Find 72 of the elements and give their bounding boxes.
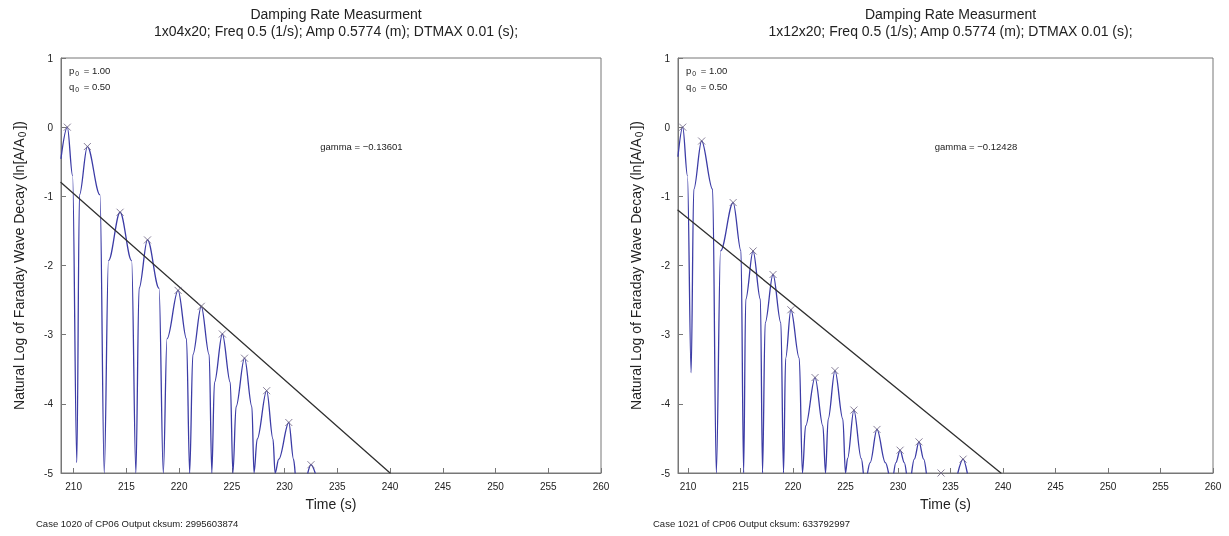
- x-tick-label: 225: [223, 480, 241, 492]
- point: [218, 329, 227, 338]
- point: [811, 373, 820, 382]
- y-tick-label: -1: [661, 190, 671, 202]
- x-tick-label: 215: [118, 480, 136, 492]
- y-tick-label: -2: [44, 260, 54, 271]
- chart-subtitle: 1x12x20; Freq 0.5 (1/s); Amp 0.5774 (m); DTMAX 0.01 (s);: [768, 23, 1133, 39]
- y-tick-label: 0: [47, 121, 54, 133]
- x-tick-label: 245: [434, 480, 452, 492]
- point: [174, 286, 183, 295]
- y-tick-label: -2: [661, 260, 671, 271]
- x-tick-label: 215: [732, 480, 750, 492]
- y-tick-label: -3: [661, 329, 671, 341]
- point: [849, 406, 858, 415]
- chart-title: Damping Rate Measurment: [250, 6, 422, 22]
- point: [143, 235, 152, 244]
- x-tick-label: 260: [1204, 480, 1222, 492]
- y-tick-label: -4: [44, 398, 54, 410]
- chart-subtitle: 1x04x20; Freq 0.5 (1/s); Amp 0.5774 (m); DTMAX 0.01 (s);: [153, 23, 519, 39]
- x-tick-label: 220: [170, 480, 188, 492]
- y-tick-label: -5: [661, 467, 671, 479]
- x-tick-label: 225: [837, 480, 855, 492]
- x-tick-label: 250: [1099, 480, 1117, 492]
- y-tick-label: 0: [664, 121, 671, 133]
- text: Case 1020 of CP06 Output cksum: 2995603874: [36, 517, 239, 529]
- x-tick-label: 260: [592, 480, 610, 492]
- point: [769, 270, 778, 279]
- y-axis-title: Natural Log of Faraday Wave Decay (ln[A/A0]): [10, 121, 28, 410]
- point: [896, 446, 905, 455]
- point: [729, 198, 738, 207]
- point: [749, 246, 758, 255]
- chart-title: Damping Rate Measurment: [864, 6, 1037, 22]
- x-tick-label: 255: [1152, 480, 1170, 492]
- point: [262, 386, 271, 395]
- x-tick-label: 210: [679, 480, 697, 492]
- x-tick-label: 210: [65, 480, 83, 492]
- y-tick-label: 1: [47, 52, 54, 64]
- point: [197, 302, 206, 311]
- x-axis-title: Time (s): [920, 496, 971, 512]
- x-tick-label: 240: [381, 480, 399, 492]
- x-tick-label: 235: [328, 480, 347, 492]
- y-tick-label: -4: [661, 398, 671, 410]
- point: [678, 123, 687, 132]
- x-tick-label: 245: [1047, 480, 1065, 492]
- y-axis-title: Natural Log of Faraday Wave Decay (ln[A/A0]): [627, 121, 645, 410]
- y-tick-label: -3: [44, 329, 54, 341]
- point: [83, 142, 92, 151]
- x-tick-label: 250: [487, 480, 505, 492]
- point: [830, 366, 839, 375]
- x-tick-label: 230: [276, 480, 294, 492]
- y-tick-label: -1: [44, 190, 54, 202]
- x-tick-label: 240: [994, 480, 1012, 492]
- point: [306, 460, 315, 469]
- point: [116, 208, 125, 217]
- point: [914, 437, 923, 446]
- text: Case 1021 of CP06 Output cksum: 633792997: [653, 517, 850, 529]
- point: [240, 354, 249, 363]
- point: [284, 418, 293, 427]
- point: [959, 455, 968, 464]
- x-tick-label: 230: [889, 480, 907, 492]
- point: [63, 123, 72, 132]
- x-tick-label: 255: [539, 480, 558, 492]
- point: [697, 137, 706, 145]
- y-tick-label: -5: [44, 467, 54, 479]
- point: [872, 425, 881, 434]
- annotation: gamma = −0.12428: [934, 140, 1018, 152]
- y-tick-label: 1: [664, 52, 671, 64]
- x-tick-label: 235: [942, 480, 960, 492]
- annotation: gamma = −0.13601: [320, 140, 403, 152]
- point: [786, 305, 795, 314]
- x-axis-title: Time (s): [305, 496, 357, 512]
- x-tick-label: 220: [784, 480, 802, 492]
